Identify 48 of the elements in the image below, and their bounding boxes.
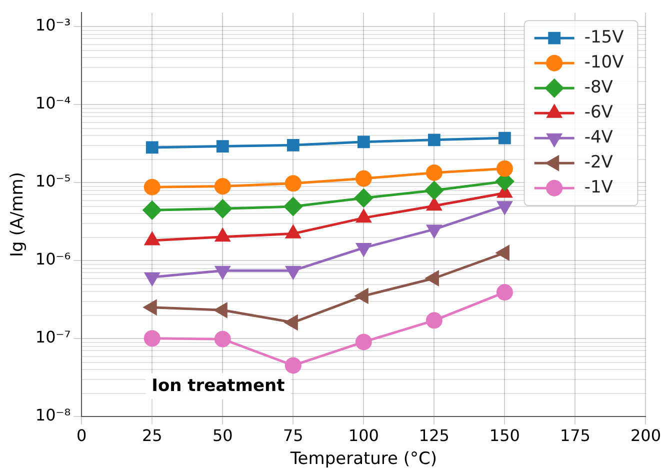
legend-label: -6V	[584, 102, 614, 123]
legend-label: -4V	[584, 128, 614, 148]
point	[286, 138, 300, 152]
y-axis-title: Ig (A/mm)	[8, 172, 28, 257]
x-tick-label: 100	[348, 426, 379, 446]
x-tick-label: 125	[418, 426, 450, 446]
point	[496, 284, 513, 301]
y-tick-label: 10⁻³	[35, 15, 71, 34]
point	[496, 160, 513, 177]
x-tick-label: 50	[212, 426, 233, 446]
point	[214, 178, 231, 195]
point	[284, 197, 302, 216]
x-axis-title: Temperature (°C)	[289, 449, 438, 470]
y-tick-label: 10⁻⁷	[35, 328, 71, 347]
point	[426, 312, 442, 329]
x-tick-label: 75	[282, 426, 304, 446]
legend-label: -10V	[584, 52, 624, 73]
point	[428, 134, 440, 146]
y-tick-label: 10⁻⁴	[35, 94, 71, 113]
point	[146, 141, 158, 154]
point	[354, 188, 373, 208]
x-tick-label: 200	[630, 426, 662, 446]
x-tick-label: 175	[560, 426, 590, 446]
point	[424, 181, 444, 200]
point	[216, 140, 229, 152]
point	[144, 330, 160, 347]
point	[214, 330, 231, 348]
point	[355, 170, 372, 187]
legend-label: -1V	[584, 178, 614, 198]
annotation: Ion treatment	[152, 376, 285, 396]
legend-label: -15V	[584, 28, 624, 48]
point	[357, 136, 370, 148]
point	[426, 164, 442, 181]
point	[284, 357, 302, 374]
y-tick-label: 10⁻⁸	[35, 406, 71, 425]
point	[284, 175, 302, 192]
point	[355, 334, 372, 350]
y-tick-label: 10⁻⁶	[35, 250, 71, 269]
x-tick-label: 0	[76, 426, 87, 446]
x-tick-label: 150	[489, 426, 520, 446]
x-tick-label: 25	[142, 426, 162, 446]
y-tick-label: 10⁻⁵	[35, 172, 71, 191]
legend-label: -2V	[584, 152, 614, 173]
point	[142, 200, 162, 220]
point	[498, 132, 511, 144]
point	[144, 178, 160, 196]
legend-label: -8V	[584, 78, 614, 98]
point	[213, 199, 232, 218]
